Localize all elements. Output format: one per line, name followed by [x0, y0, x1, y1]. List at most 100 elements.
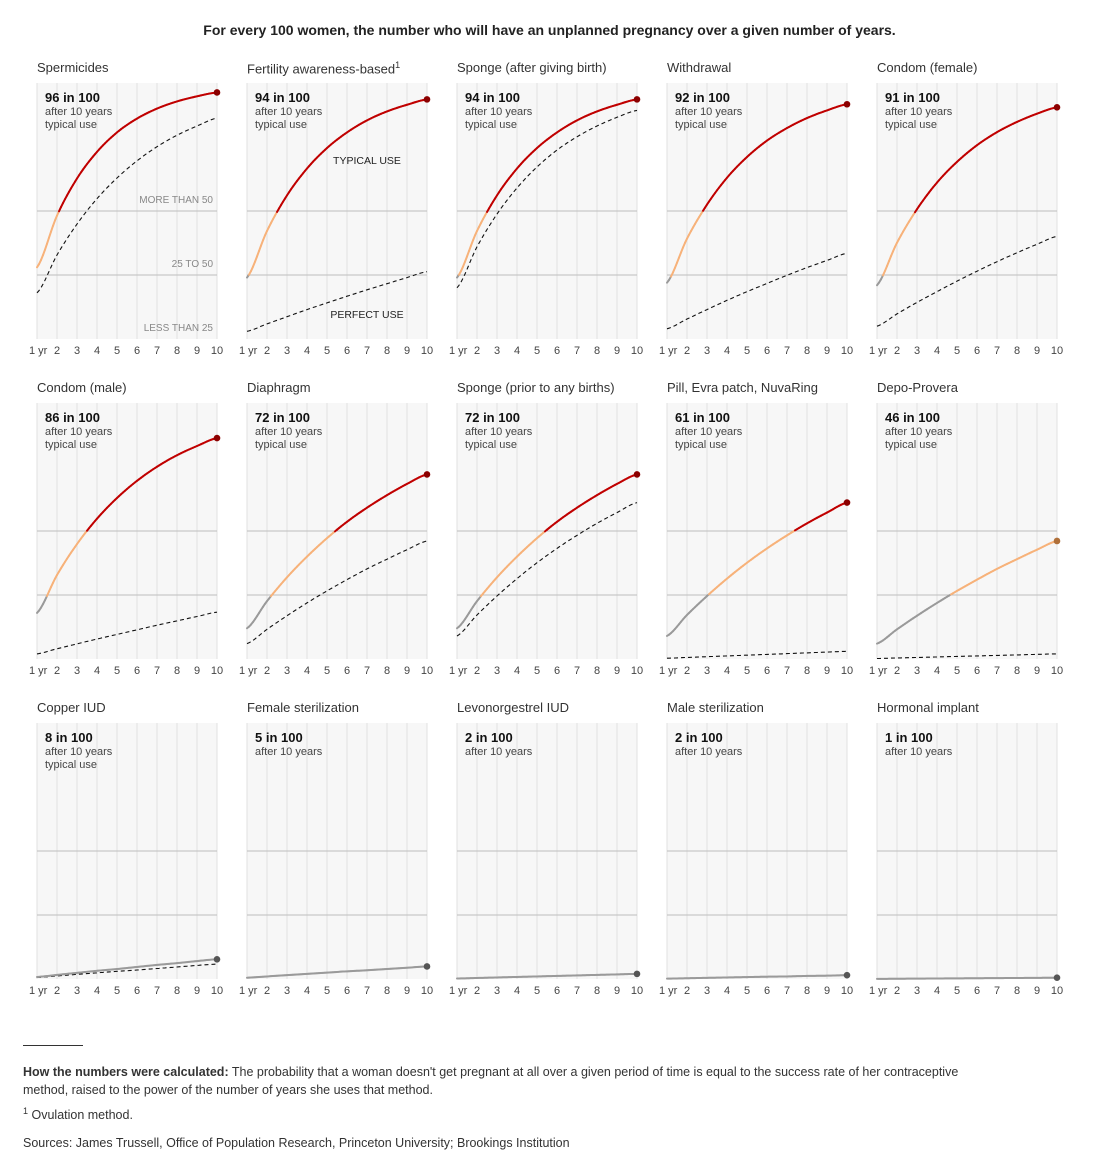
x-tick-label: 2 — [54, 985, 60, 997]
band-label: LESS THAN 25 — [144, 323, 214, 334]
x-tick-label: 10 — [841, 345, 853, 357]
typical-use-line — [36, 437, 218, 614]
x-tick-label: 7 — [154, 345, 160, 357]
x-tick-label: 1 yr — [449, 985, 468, 997]
panel-stat: 96 in 100 after 10 years typical use — [45, 91, 112, 132]
panel-title: Copper IUD — [37, 700, 106, 715]
stat-caption: typical use — [465, 439, 517, 451]
x-tick-label: 7 — [574, 665, 580, 677]
stat-value: 96 in 100 — [45, 90, 100, 105]
panel-title: Diaphragm — [247, 380, 311, 395]
stat-value: 72 in 100 — [465, 410, 520, 425]
x-tick-label: 8 — [1014, 665, 1020, 677]
stat-value: 92 in 100 — [675, 90, 730, 105]
panel-title-text: Copper IUD — [37, 700, 106, 715]
x-tick-label: 9 — [404, 985, 410, 997]
endpoint-marker — [1053, 974, 1061, 982]
x-tick-label: 8 — [594, 985, 600, 997]
typical-use-line — [876, 539, 1058, 645]
panel-title-text: Female sterilization — [247, 700, 359, 715]
x-tick-label: 9 — [1034, 345, 1040, 357]
x-tick-label: 2 — [684, 985, 690, 997]
x-tick-label: 6 — [974, 985, 980, 997]
x-tick-label: 10 — [1051, 345, 1063, 357]
stat-caption: after 10 years — [465, 746, 533, 758]
perfect-use-line — [666, 252, 848, 330]
x-tick-label: 9 — [194, 665, 200, 677]
x-tick-label: 6 — [134, 665, 140, 677]
panel-title: Levonorgestrel IUD — [457, 700, 569, 715]
x-tick-label: 6 — [134, 345, 140, 357]
panel-title: Fertility awareness-based1 — [247, 60, 400, 76]
perfect-use-label: PERFECT USE — [330, 309, 403, 321]
x-tick-label: 6 — [344, 345, 350, 357]
panel-title: Sponge (prior to any births) — [457, 380, 615, 395]
x-tick-label: 6 — [344, 665, 350, 677]
panel-sponge-prior-to-any-births-: 1 yr 2 3 4 5 6 7 8 9 10 — [449, 403, 643, 677]
x-tick-label: 10 — [1051, 985, 1063, 997]
panel-condom-male-: 1 yr 2 3 4 5 6 7 8 9 10 — [29, 403, 223, 677]
x-tick-label: 4 — [514, 345, 520, 357]
x-tick-label: 6 — [344, 985, 350, 997]
x-tick-label: 4 — [304, 985, 310, 997]
x-tick-label: 8 — [1014, 345, 1020, 357]
typical-use-line — [456, 473, 638, 630]
x-tick-label: 3 — [914, 985, 920, 997]
stat-caption: typical use — [255, 119, 307, 131]
perfect-use-line — [36, 611, 218, 655]
x-tick-label: 8 — [384, 665, 390, 677]
panel-stat: 5 in 100 after 10 years — [255, 731, 322, 759]
x-tick-label: 7 — [784, 665, 790, 677]
x-tick-label: 8 — [384, 345, 390, 357]
x-tick-label: 2 — [54, 345, 60, 357]
x-tick-label: 4 — [94, 665, 100, 677]
stat-caption: after 10 years — [45, 746, 113, 758]
endpoint-marker — [633, 471, 641, 478]
stat-caption: typical use — [45, 439, 97, 451]
panel-title-text: Levonorgestrel IUD — [457, 700, 569, 715]
perfect-use-line — [246, 271, 428, 332]
x-tick-label: 1 yr — [659, 985, 678, 997]
x-tick-label: 7 — [364, 985, 370, 997]
panel-depo-provera: 1 yr 2 3 4 5 6 7 8 9 10 — [869, 403, 1063, 677]
panel-stat: 94 in 100 after 10 years typical use — [465, 91, 532, 132]
stat-caption: after 10 years — [675, 746, 743, 758]
footnote: 1 Ovulation method. — [23, 1102, 983, 1124]
x-tick-label: 9 — [1034, 665, 1040, 677]
method-text: The probability that a woman doesn't get… — [23, 1065, 959, 1097]
x-tick-label: 6 — [554, 665, 560, 677]
x-tick-label: 7 — [784, 345, 790, 357]
panel-title-text: Depo-Provera — [877, 380, 958, 395]
x-tick-label: 3 — [74, 985, 80, 997]
panel-title: Depo-Provera — [877, 380, 958, 395]
chart-title: For every 100 women, the number who will… — [203, 22, 896, 38]
band-label: MORE THAN 50 — [139, 195, 213, 206]
x-tick-label: 4 — [514, 985, 520, 997]
typical-use-line — [246, 965, 428, 979]
x-tick-label: 9 — [824, 345, 830, 357]
x-tick-label: 4 — [724, 665, 730, 677]
x-tick-label: 5 — [954, 985, 960, 997]
x-tick-label: 2 — [264, 665, 270, 677]
x-tick-label: 10 — [841, 665, 853, 677]
x-tick-label: 4 — [304, 665, 310, 677]
x-tick-label: 8 — [804, 985, 810, 997]
panel-sponge-after-giving-birth-: 1 yr 2 3 4 5 6 7 8 9 10 — [449, 83, 643, 357]
panel-title-text: Sponge (prior to any births) — [457, 380, 615, 395]
typical-use-label: TYPICAL USE — [333, 155, 401, 167]
sources: Sources: James Trussell, Office of Popul… — [23, 1136, 570, 1150]
x-tick-label: 3 — [284, 985, 290, 997]
panel-title-text: Spermicides — [37, 60, 109, 75]
x-tick-label: 8 — [804, 345, 810, 357]
x-tick-label: 1 yr — [659, 665, 678, 677]
stat-caption: after 10 years — [45, 106, 113, 118]
panel-stat: 2 in 100 after 10 years — [675, 731, 742, 759]
x-tick-label: 10 — [631, 665, 643, 677]
x-tick-label: 8 — [804, 665, 810, 677]
method-note: How the numbers were calculated: The pro… — [23, 1063, 983, 1099]
panel-title-text: Diaphragm — [247, 380, 311, 395]
stat-caption: after 10 years — [675, 426, 743, 438]
x-tick-label: 2 — [684, 345, 690, 357]
x-tick-label: 5 — [534, 665, 540, 677]
stat-caption: typical use — [675, 119, 727, 131]
